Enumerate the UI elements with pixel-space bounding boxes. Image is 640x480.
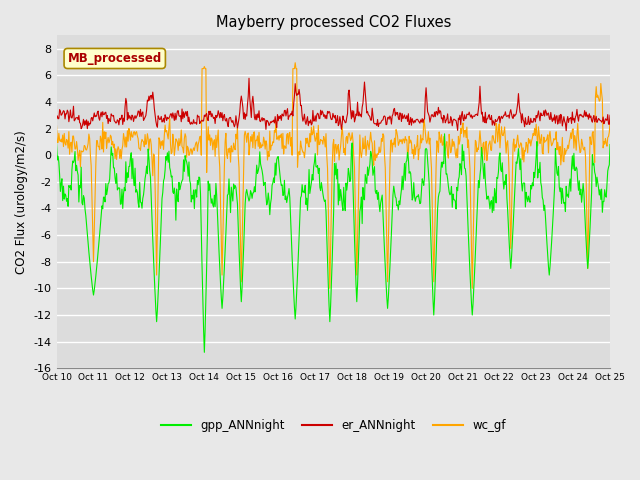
- Text: MB_processed: MB_processed: [68, 52, 162, 65]
- Y-axis label: CO2 Flux (urology/m2/s): CO2 Flux (urology/m2/s): [15, 130, 28, 274]
- Legend: gpp_ANNnight, er_ANNnight, wc_gf: gpp_ANNnight, er_ANNnight, wc_gf: [156, 414, 510, 437]
- Title: Mayberry processed CO2 Fluxes: Mayberry processed CO2 Fluxes: [216, 15, 451, 30]
